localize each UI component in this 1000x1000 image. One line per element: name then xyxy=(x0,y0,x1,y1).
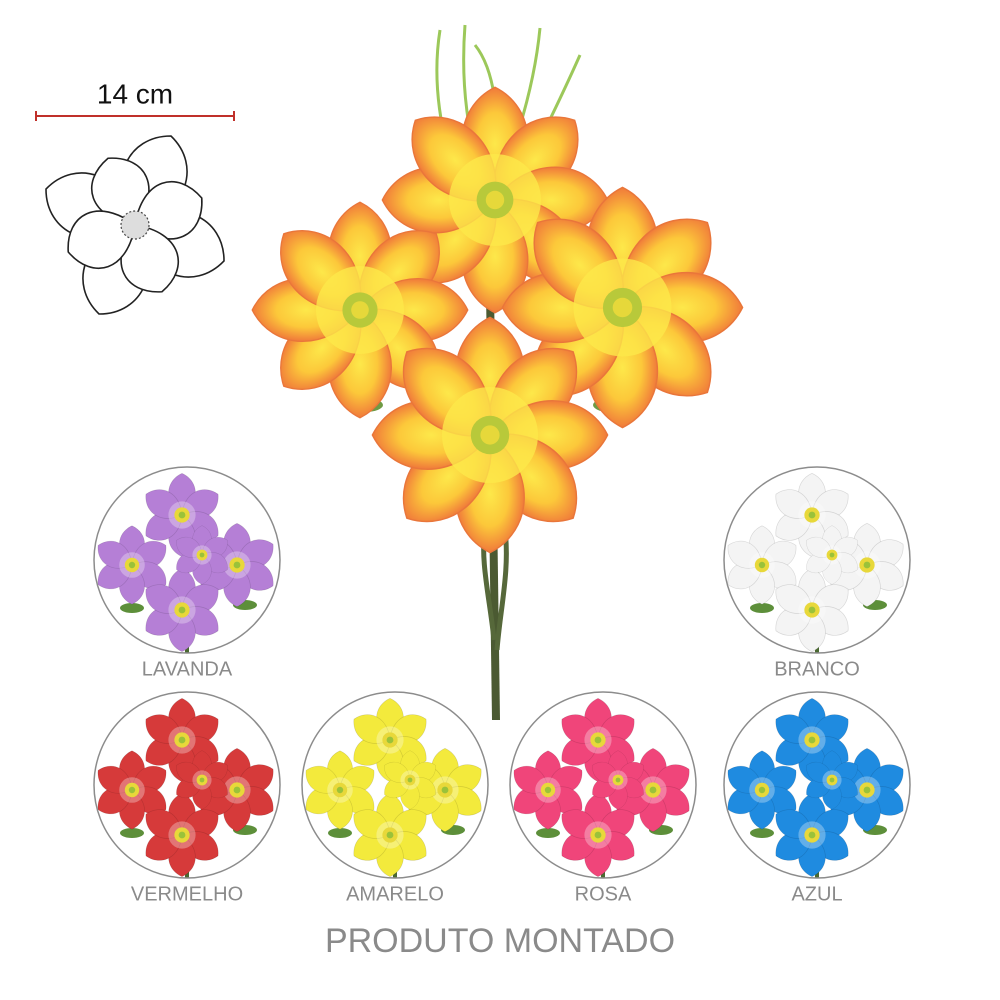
dimension-label: 14 cm xyxy=(97,78,173,109)
flower xyxy=(371,316,609,554)
variant xyxy=(94,467,280,653)
variant-label: BRANCO xyxy=(774,658,860,680)
leaf xyxy=(120,828,144,838)
variant-border xyxy=(301,691,489,879)
variant-label: AMARELO xyxy=(346,883,444,905)
variant-label: VERMELHO xyxy=(131,883,243,905)
variant xyxy=(724,467,910,653)
variant xyxy=(94,692,280,878)
variant-border xyxy=(723,691,911,879)
variant-border xyxy=(93,466,281,654)
color-variants: LAVANDA BRANCO VERMELHO AMARELO ROSA AZUL xyxy=(93,466,911,905)
variant-border xyxy=(509,691,697,879)
footer-caption: PRODUTO MONTADO xyxy=(325,922,675,960)
leaf xyxy=(328,828,352,838)
outline-flower xyxy=(35,125,235,325)
variant-label: LAVANDA xyxy=(142,658,233,680)
bouquet xyxy=(251,24,744,721)
leaf xyxy=(750,828,774,838)
variant-border xyxy=(93,691,281,879)
variant-border xyxy=(723,466,911,654)
variant-label: ROSA xyxy=(575,883,632,905)
leaf xyxy=(536,828,560,838)
variant xyxy=(510,692,696,878)
variant xyxy=(724,692,910,878)
variant xyxy=(302,692,488,878)
leaf xyxy=(120,603,144,613)
variant-label: AZUL xyxy=(791,883,842,905)
leaf xyxy=(750,603,774,613)
